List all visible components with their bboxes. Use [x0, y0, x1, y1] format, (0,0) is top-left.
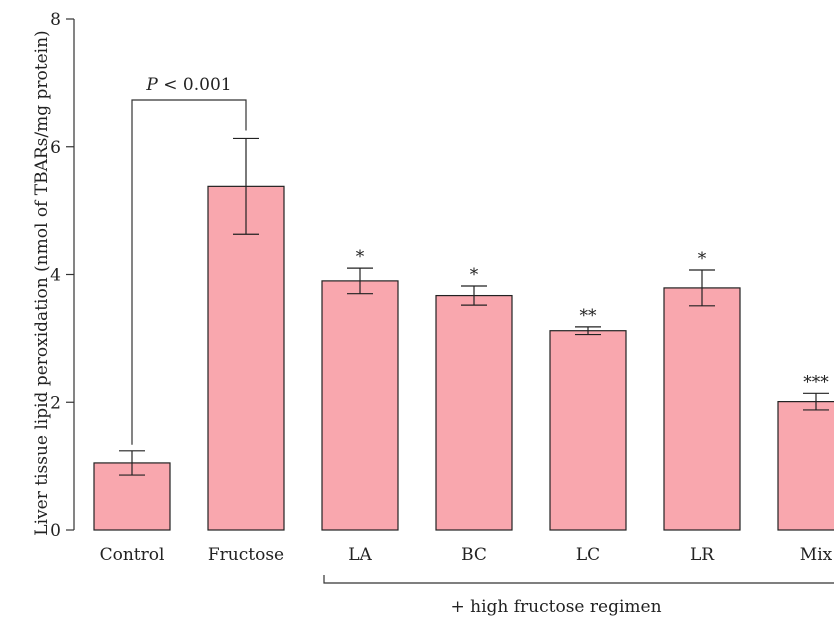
x-tick-label-la: LA	[348, 545, 372, 565]
y-tick-label: 6	[50, 138, 61, 158]
bars-group	[93, 185, 834, 531]
x-tick-label-bc: BC	[461, 545, 487, 565]
p-value-symbol: P	[145, 75, 158, 95]
p-value-label: P < 0.001	[145, 75, 231, 95]
significance-marks-group: ********	[356, 247, 830, 392]
x-tick-labels-group: Control Fructose LA BC LC LR Mix	[100, 545, 833, 565]
x-tick-label-control: Control	[100, 545, 165, 565]
error-bars-group	[119, 137, 829, 476]
error-bar-bc	[461, 285, 487, 306]
significance-mark-lc: **	[580, 306, 598, 326]
error-bar-fructose	[233, 137, 259, 235]
y-axis-ticks: 0 2 4 6 8	[50, 10, 74, 541]
error-bar-mix	[803, 392, 829, 411]
significance-bracket	[131, 99, 247, 445]
y-tick-label: 4	[50, 266, 61, 286]
error-bar-lr	[689, 269, 715, 307]
y-tick-label: 0	[50, 521, 61, 541]
bar-la	[321, 280, 399, 531]
significance-mark-bc: *	[470, 265, 479, 285]
p-value-text: < 0.001	[158, 75, 232, 95]
y-tick-label: 2	[50, 393, 61, 413]
error-bar-la	[347, 267, 373, 295]
bar-fructose	[207, 185, 285, 531]
bar-lc	[549, 330, 627, 531]
x-tick-label-lc: LC	[576, 545, 600, 565]
significance-mark-mix: ***	[803, 372, 829, 392]
group-label: + high fructose regimen	[450, 597, 661, 617]
bar-lr	[663, 287, 741, 531]
x-tick-label-lr: LR	[690, 545, 715, 565]
group-bracket	[323, 575, 834, 584]
y-tick-label: 8	[50, 10, 61, 30]
x-tick-label-mix: Mix	[800, 545, 833, 565]
error-bar-lc	[575, 326, 601, 336]
bar-bc	[435, 294, 513, 531]
bar-mix	[777, 401, 834, 531]
significance-mark-lr: *	[698, 249, 707, 269]
error-bar-control	[119, 450, 145, 476]
significance-mark-la: *	[356, 247, 365, 267]
x-tick-label-fructose: Fructose	[208, 545, 284, 565]
y-axis-title: Liver tissue lipid peroxidation (nmol of…	[32, 30, 52, 535]
